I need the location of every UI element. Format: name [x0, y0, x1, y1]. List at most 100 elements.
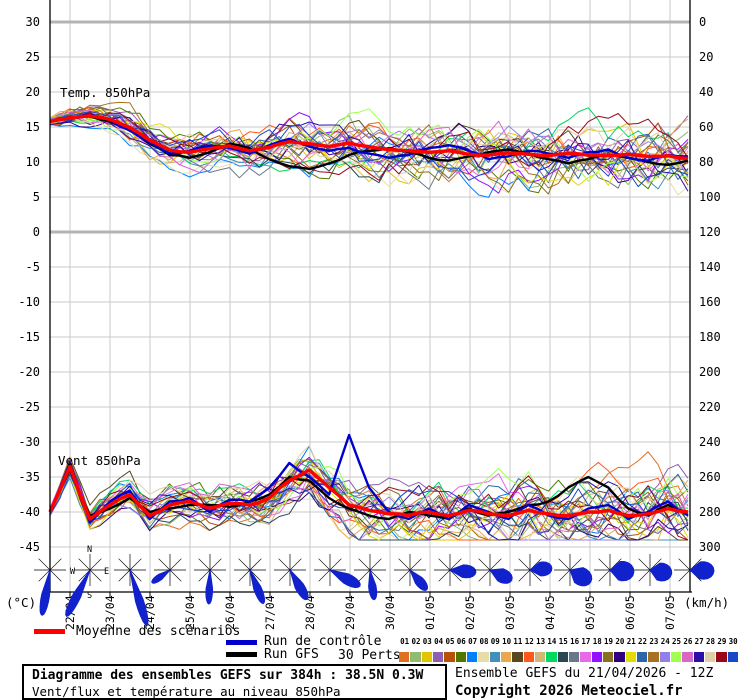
- pert-18-wind-line: [49, 456, 689, 541]
- date-label: 25/04: [183, 595, 197, 630]
- pert-color-swatch-09: [489, 652, 500, 662]
- pert-11-wind-line: [49, 456, 688, 541]
- left-axis-tick-label: 30: [26, 15, 40, 29]
- right-axis-tick-label: 300: [699, 540, 721, 554]
- right-axis-tick-label: 120: [699, 225, 721, 239]
- right-axis-tick-label: 60: [699, 120, 713, 134]
- pert-color-swatch-07: [466, 652, 478, 662]
- left-axis-tick-label: -10: [18, 295, 40, 309]
- wind-direction-arrow: [368, 569, 378, 601]
- pert-number: 20: [615, 637, 625, 646]
- right-axis-tick-label: 260: [699, 470, 721, 484]
- wind-direction-arrow: [249, 569, 266, 604]
- right-axis-tick-label: 40: [699, 85, 713, 99]
- pert-color-swatch-10: [500, 652, 512, 662]
- left-axis-tick-label: 5: [33, 190, 40, 204]
- pert-color-swatch-06: [455, 652, 466, 662]
- pert-color-swatch-05: [444, 652, 455, 662]
- mean-line-swatch: [34, 629, 65, 634]
- date-label: 03/05: [503, 595, 517, 630]
- compass-w-label: W: [70, 567, 76, 577]
- compass-n-label: N: [87, 545, 92, 555]
- pert-color-swatch-18: [591, 652, 602, 662]
- gfs-line-label: Run GFS: [264, 647, 319, 662]
- pert-number: 28: [706, 637, 716, 646]
- pert-21-temp-line: [49, 109, 689, 186]
- pert-color-swatch-19: [602, 652, 614, 662]
- pert-color-swatch-20: [614, 652, 625, 662]
- pert-color-swatch-12: [523, 652, 534, 662]
- right-axis-tick-label: 100: [699, 190, 721, 204]
- pert-color-swatch-01: [399, 652, 410, 662]
- date-label: 30/04: [383, 595, 397, 630]
- left-axis-tick-label: -45: [18, 540, 40, 554]
- pert-color-swatch-04: [432, 652, 444, 662]
- right-axis-tick-label: 200: [699, 365, 721, 379]
- pert-number: 13: [536, 637, 546, 646]
- pert-number: 19: [604, 637, 614, 646]
- pert-color-swatch-02: [410, 652, 421, 662]
- control-line-label: Run de contrôle: [264, 634, 382, 649]
- pert-number: 11: [513, 637, 523, 646]
- date-label: 26/04: [223, 595, 237, 630]
- wind-direction-arrow: [129, 569, 149, 627]
- right-axis-tick-label: 220: [699, 400, 721, 414]
- left-axis-tick-label: -15: [18, 330, 40, 344]
- pert-number: 12: [524, 637, 534, 646]
- pert-number: 22: [638, 637, 648, 646]
- pert-number: 15: [558, 637, 568, 646]
- pert-number: 09: [490, 637, 500, 646]
- pert-number: 06: [456, 637, 466, 646]
- pert-color-swatch-29: [716, 652, 727, 662]
- pert-number: 02: [411, 637, 421, 646]
- right-axis-tick-label: 160: [699, 295, 721, 309]
- pert-22-wind-line: [49, 460, 689, 541]
- mean-temp-line: [49, 114, 689, 161]
- date-label: 23/04: [103, 595, 117, 630]
- pert-number: 16: [570, 637, 580, 646]
- pert-number: 30: [728, 637, 738, 646]
- pert-27-wind-line: [49, 466, 689, 541]
- date-label: 06/05: [623, 595, 637, 630]
- pert-number: 07: [468, 637, 478, 646]
- date-label: 27/04: [263, 595, 277, 630]
- pert-number-row: 01 02 03 04 05 06 07 08 09 10 11 12 13 14 15 16 17 18 19 20…: [399, 637, 739, 646]
- gfs-line-swatch: [226, 652, 257, 657]
- left-axis-tick-label: -20: [18, 365, 40, 379]
- pert-color-swatch-13: [534, 652, 546, 662]
- wind-direction-arrow: [649, 562, 673, 582]
- chart-title-box: Diagramme des ensembles GEFS sur 384h : …: [22, 664, 447, 700]
- pert-30-temp-line: [49, 111, 689, 188]
- mean-wind-line: [48, 464, 689, 521]
- right-axis-tick-label: 20: [699, 50, 713, 64]
- right-axis-tick-label: 280: [699, 505, 721, 519]
- pert-color-swatch-25: [670, 652, 682, 662]
- pert-number: 25: [672, 637, 682, 646]
- pert-29-temp-line: [49, 111, 689, 181]
- pert-number: 14: [547, 637, 557, 646]
- wind-direction-arrow: [489, 568, 513, 584]
- wind-direction-arrow: [609, 561, 635, 582]
- pert-number: 08: [479, 637, 489, 646]
- wind-direction-arrow: [151, 569, 171, 584]
- pert-color-swatch-11: [512, 652, 523, 662]
- left-axis-unit: (°C): [6, 595, 36, 610]
- date-label: 04/05: [543, 595, 557, 630]
- pert-number: 21: [626, 637, 636, 646]
- pert-color-swatch-03: [421, 652, 432, 662]
- pert-number: 10: [502, 637, 512, 646]
- pert-color-swatch-21: [625, 652, 636, 662]
- pert-color-swatch-08: [478, 652, 489, 662]
- chart-title: Diagramme des ensembles GEFS sur 384h : …: [32, 668, 424, 683]
- left-axis-tick-label: 20: [26, 85, 40, 99]
- pert-28-wind-line: [49, 445, 689, 541]
- chart-subtitle: Vent/flux et température au niveau 850hP…: [32, 684, 341, 699]
- pert-number: 24: [660, 637, 670, 646]
- pert-number: 18: [592, 637, 602, 646]
- left-axis-tick-label: 15: [26, 120, 40, 134]
- right-axis-tick-label: 240: [699, 435, 721, 449]
- pert-number: 04: [434, 637, 444, 646]
- perts-count-label: 30 Perts.: [338, 648, 409, 663]
